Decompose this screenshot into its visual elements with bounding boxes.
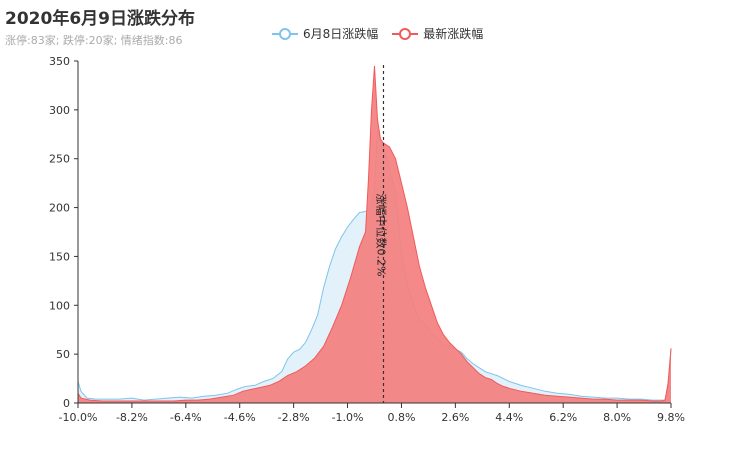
x-tick-label: 9.8%: [657, 411, 685, 424]
x-tick-label: 8.0%: [603, 411, 631, 424]
y-tick-label: 200: [49, 202, 70, 215]
chart-subtitle: 涨停:83家; 跌停:20家; 情绪指数:86: [5, 34, 183, 47]
chart-title: 2020年6月9日涨跌分布: [5, 9, 195, 29]
x-tick-label: 4.4%: [495, 411, 523, 424]
x-tick-label: 0.8%: [387, 411, 415, 424]
x-tick-label: -1.0%: [332, 411, 364, 424]
x-tick-label: 2.6%: [441, 411, 469, 424]
legend-swatch-circle-icon: [272, 27, 298, 40]
legend: 6月8日涨跌幅 最新涨跌幅: [272, 25, 497, 42]
x-tick-label: -6.4%: [170, 411, 202, 424]
x-tick-label: 6.2%: [549, 411, 577, 424]
series-line-1: [77, 65, 672, 402]
x-tick-label: -10.0%: [59, 411, 98, 424]
x-tick-label: -4.6%: [224, 411, 256, 424]
y-tick-label: 0: [63, 397, 70, 410]
legend-label-series-0: 6月8日涨跌幅: [303, 27, 379, 41]
legend-label-series-1: 最新涨跌幅: [423, 27, 484, 41]
median-markline-label: 涨幅中位数0.2%: [374, 194, 388, 277]
y-tick-label: 150: [49, 250, 70, 263]
x-tick-label: -8.2%: [116, 411, 148, 424]
y-tick-label: 100: [49, 299, 70, 312]
y-tick-label: 250: [49, 153, 70, 166]
y-tick-label: 300: [49, 104, 70, 117]
legend-item-series-0[interactable]: 6月8日涨跌幅: [272, 25, 378, 42]
series-area-1: [78, 65, 671, 404]
y-tick-label: 350: [49, 55, 70, 68]
x-tick-label: -2.8%: [278, 411, 310, 424]
legend-item-series-1[interactable]: 最新涨跌幅: [392, 25, 483, 42]
legend-swatch-circle-icon: [392, 27, 419, 40]
y-tick-label: 50: [56, 348, 70, 361]
